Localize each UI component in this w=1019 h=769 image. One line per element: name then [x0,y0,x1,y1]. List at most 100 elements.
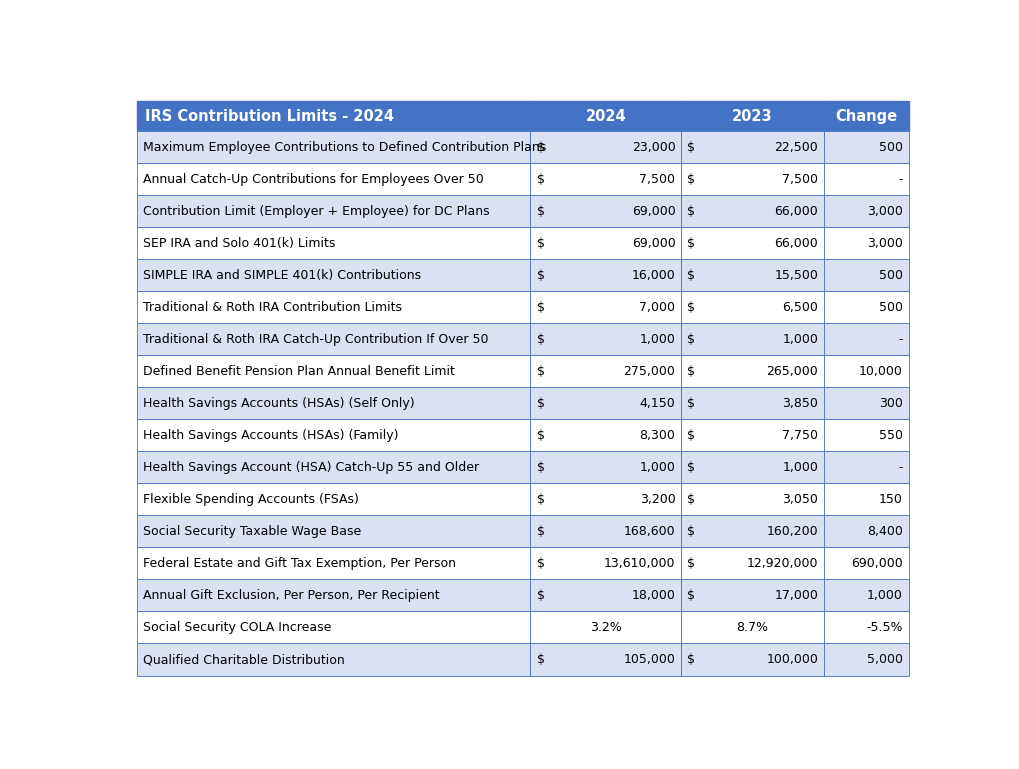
Bar [137,227,530,259]
Bar [530,163,681,195]
Text: 300: 300 [878,397,902,410]
Bar [530,355,681,388]
Text: 5,000: 5,000 [866,653,902,666]
Text: 8.7%: 8.7% [736,621,767,634]
Bar [530,419,681,451]
Text: $: $ [536,461,544,474]
Text: Social Security COLA Increase: Social Security COLA Increase [143,621,330,634]
Bar [530,484,681,515]
Bar [137,259,530,291]
Bar [530,451,681,484]
Text: 2024: 2024 [585,108,626,124]
Text: 7,750: 7,750 [782,429,817,442]
Text: Annual Catch-Up Contributions for Employees Over 50: Annual Catch-Up Contributions for Employ… [143,172,483,185]
Bar [137,323,530,355]
Text: 8,300: 8,300 [639,429,675,442]
Text: 160,200: 160,200 [765,525,817,538]
Text: $: $ [536,493,544,506]
Bar [681,355,822,388]
Text: Federal Estate and Gift Tax Exemption, Per Person: Federal Estate and Gift Tax Exemption, P… [143,557,455,570]
Text: $: $ [536,333,544,346]
Bar [681,611,822,644]
Text: $: $ [536,429,544,442]
Bar [681,548,822,579]
Text: 17,000: 17,000 [773,589,817,602]
Text: $: $ [536,365,544,378]
Bar [530,291,681,323]
Bar [530,323,681,355]
Bar [681,131,822,163]
Text: $: $ [687,205,695,218]
Bar [137,419,530,451]
Bar [137,579,530,611]
Bar [822,611,908,644]
Bar [681,484,822,515]
Bar [822,195,908,227]
Bar [137,484,530,515]
Text: $: $ [687,525,695,538]
Bar [822,484,908,515]
Text: Health Savings Accounts (HSAs) (Self Only): Health Savings Accounts (HSAs) (Self Onl… [143,397,414,410]
Text: 275,000: 275,000 [623,365,675,378]
Bar [681,163,822,195]
Text: 3,850: 3,850 [782,397,817,410]
Text: Defined Benefit Pension Plan Annual Benefit Limit: Defined Benefit Pension Plan Annual Bene… [143,365,453,378]
Text: 22,500: 22,500 [773,141,817,154]
Bar [681,195,822,227]
Text: 2023: 2023 [732,108,771,124]
Text: $: $ [536,237,544,250]
Bar [530,515,681,548]
Text: 100,000: 100,000 [765,653,817,666]
Text: 12,920,000: 12,920,000 [746,557,817,570]
Text: 69,000: 69,000 [631,237,675,250]
Bar [530,644,681,675]
Text: $: $ [536,589,544,602]
Text: 3,200: 3,200 [639,493,675,506]
Bar [530,259,681,291]
Text: Flexible Spending Accounts (FSAs): Flexible Spending Accounts (FSAs) [143,493,358,506]
Text: $: $ [536,557,544,570]
Text: -: - [898,333,902,346]
Bar [137,388,530,419]
Bar [137,611,530,644]
Text: $: $ [687,653,695,666]
Text: Change: Change [835,108,897,124]
Bar [681,419,822,451]
Text: -: - [898,461,902,474]
Bar [137,644,530,675]
Text: 23,000: 23,000 [631,141,675,154]
Text: IRS Contribution Limits - 2024: IRS Contribution Limits - 2024 [145,108,393,124]
Text: $: $ [687,557,695,570]
Bar [137,131,530,163]
Text: 550: 550 [878,429,902,442]
Text: 3,050: 3,050 [782,493,817,506]
Text: 15,500: 15,500 [773,268,817,281]
Text: 69,000: 69,000 [631,205,675,218]
Bar [137,291,530,323]
Bar [137,451,530,484]
Text: 66,000: 66,000 [773,205,817,218]
Bar [822,644,908,675]
Bar [137,355,530,388]
Text: $: $ [687,461,695,474]
Bar [822,548,908,579]
Text: 168,600: 168,600 [624,525,675,538]
Text: $: $ [687,365,695,378]
Text: -: - [898,172,902,185]
Bar [822,102,908,131]
Bar [530,388,681,419]
Text: 500: 500 [878,141,902,154]
Bar [822,131,908,163]
Text: Health Savings Accounts (HSAs) (Family): Health Savings Accounts (HSAs) (Family) [143,429,397,442]
Text: Health Savings Account (HSA) Catch-Up 55 and Older: Health Savings Account (HSA) Catch-Up 55… [143,461,478,474]
Bar [822,388,908,419]
Text: 690,000: 690,000 [851,557,902,570]
Text: $: $ [536,525,544,538]
Bar [822,259,908,291]
Bar [681,323,822,355]
Bar [822,227,908,259]
Bar [530,195,681,227]
Text: Maximum Employee Contributions to Defined Contribution Plans: Maximum Employee Contributions to Define… [143,141,545,154]
Text: 8,400: 8,400 [866,525,902,538]
Text: 10,000: 10,000 [858,365,902,378]
